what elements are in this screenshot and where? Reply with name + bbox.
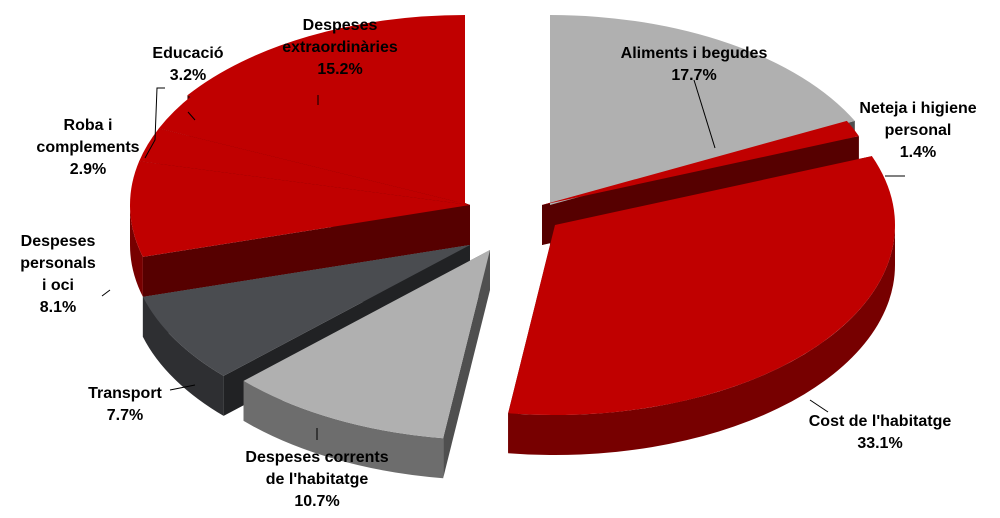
slice-label: Despeses corrents de l'habitatge 10.7% — [245, 449, 388, 510]
pie-slice — [542, 120, 859, 205]
pie-slice — [158, 95, 471, 205]
pie-slice — [142, 245, 471, 376]
slice-label: Aliments i begudes 17.7% — [621, 45, 768, 84]
slice-rim — [243, 380, 444, 479]
pie-slice — [508, 156, 896, 416]
pie-tops — [129, 15, 896, 439]
leader-line — [169, 384, 196, 391]
pie-slice — [129, 161, 470, 257]
slice-label: Transport 7.7% — [88, 385, 162, 424]
slice-label: Roba i complements 2.9% — [36, 117, 139, 178]
leader-line — [693, 79, 716, 149]
slice-rim — [130, 205, 143, 297]
leader-line — [144, 87, 165, 159]
slice-wall — [443, 250, 490, 479]
pie-slice — [139, 128, 471, 205]
slice-rim — [508, 225, 895, 456]
pie-slice — [243, 250, 490, 439]
pie-slice — [187, 15, 466, 205]
slice-label: Despeses extraordinàries 15.2% — [282, 17, 398, 78]
leader-line — [809, 399, 829, 413]
pie-slice — [550, 15, 855, 205]
slice-label: Cost de l'habitatge 33.1% — [809, 413, 952, 452]
leader-line — [101, 289, 111, 297]
slice-label: Educació 3.2% — [152, 45, 223, 84]
leader-line — [187, 111, 196, 121]
slice-label: Despeses personals i oci 8.1% — [20, 233, 96, 316]
slice-label: Neteja i higiene personal 1.4% — [859, 100, 976, 161]
slice-rim — [142, 296, 224, 416]
